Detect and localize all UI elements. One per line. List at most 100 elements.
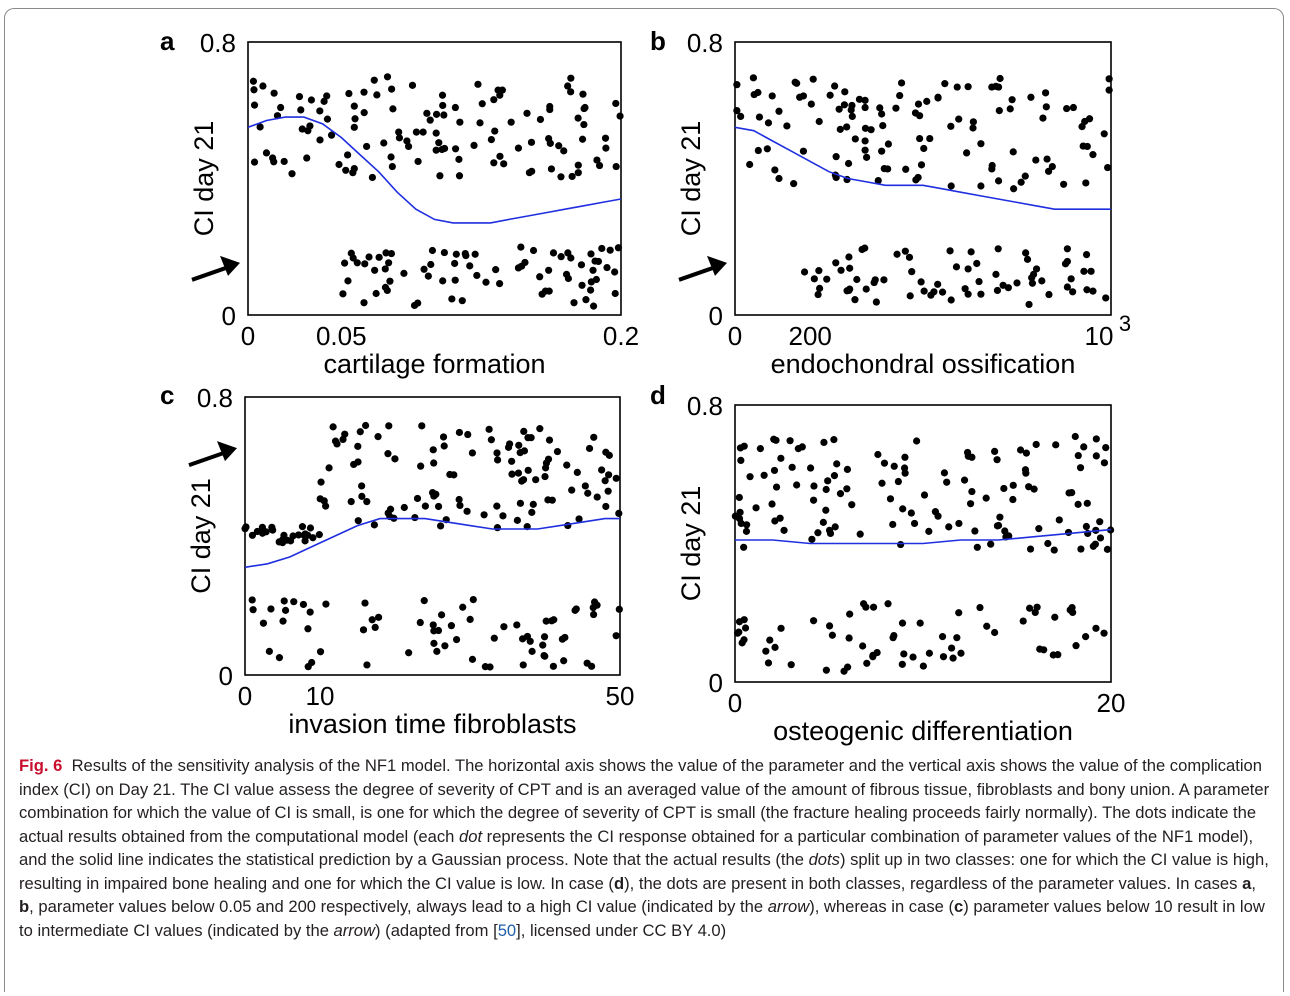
data-point — [614, 244, 622, 252]
data-point — [1030, 485, 1038, 493]
data-point — [1102, 294, 1110, 302]
data-point — [317, 478, 325, 486]
data-point — [1065, 489, 1073, 497]
data-point — [1089, 151, 1097, 159]
data-point — [430, 459, 438, 467]
data-point — [513, 621, 521, 629]
data-point — [466, 615, 474, 624]
data-point — [993, 456, 1001, 464]
data-point — [772, 436, 780, 444]
data-point — [451, 145, 460, 153]
data-point — [1105, 75, 1113, 83]
data-point — [389, 105, 397, 113]
data-point — [275, 654, 284, 662]
data-point — [306, 608, 314, 616]
data-point — [906, 292, 914, 300]
data-point — [896, 91, 904, 100]
data-point — [493, 524, 502, 532]
data-point — [869, 653, 877, 661]
data-point — [387, 153, 395, 161]
data-point — [470, 141, 478, 149]
data-point — [582, 296, 590, 304]
data-point — [455, 495, 463, 504]
data-point — [740, 616, 748, 624]
x-tick-label: 10 — [306, 681, 335, 711]
data-point — [388, 85, 396, 93]
data-point — [316, 648, 325, 656]
data-point — [1044, 539, 1052, 548]
data-point — [590, 433, 598, 441]
data-point — [830, 436, 838, 444]
data-point — [430, 627, 438, 635]
data-point — [814, 290, 822, 299]
data-point — [934, 280, 942, 288]
data-point — [343, 151, 352, 159]
data-point — [439, 101, 447, 110]
data-point — [861, 146, 869, 154]
data-point — [602, 144, 610, 152]
data-point — [518, 635, 527, 643]
data-point — [790, 180, 798, 188]
citation-link[interactable]: 50 — [497, 920, 517, 940]
data-point — [567, 74, 575, 82]
data-point — [1021, 466, 1030, 474]
data-point — [474, 80, 482, 88]
data-point — [360, 88, 368, 96]
data-point — [508, 457, 516, 465]
data-point — [315, 531, 323, 539]
x-tick-label: 0 — [728, 688, 742, 718]
data-point — [563, 461, 571, 469]
data-point — [993, 286, 1002, 295]
data-point — [420, 597, 428, 605]
data-point — [912, 176, 920, 184]
data-point — [538, 290, 546, 298]
data-point — [259, 619, 268, 627]
data-point — [455, 155, 463, 163]
data-point — [307, 96, 316, 104]
data-point — [611, 289, 619, 298]
data-point — [478, 100, 486, 108]
data-point — [351, 115, 359, 123]
data-point — [438, 145, 446, 154]
data-point — [361, 599, 369, 607]
x-tick-label: 50 — [606, 681, 635, 711]
data-point — [253, 527, 261, 536]
data-point — [542, 617, 550, 625]
data-point — [976, 603, 984, 612]
data-point — [555, 142, 563, 150]
data-point — [1049, 651, 1057, 659]
data-point — [615, 605, 623, 613]
data-point — [814, 529, 822, 537]
caption-text: ) parameter values below 10 result in lo… — [19, 897, 1265, 940]
data-point — [469, 595, 477, 604]
data-point — [374, 613, 383, 621]
data-point — [960, 476, 969, 484]
data-point — [568, 486, 576, 494]
data-point — [612, 632, 620, 640]
data-point — [917, 161, 926, 169]
y-tick-label: 0.8 — [687, 391, 723, 421]
data-point — [520, 447, 529, 455]
data-point — [756, 445, 764, 453]
data-point — [991, 628, 999, 637]
figure-frame — [4, 8, 1284, 992]
data-point — [424, 272, 432, 280]
data-point — [405, 649, 413, 657]
data-point — [1092, 624, 1100, 632]
data-point — [382, 249, 390, 257]
data-point — [493, 502, 501, 510]
data-point — [737, 112, 745, 120]
data-point — [874, 450, 882, 459]
data-point — [487, 135, 495, 144]
data-point — [916, 619, 924, 627]
data-point — [1096, 534, 1105, 542]
data-point — [493, 449, 501, 457]
data-point — [1021, 172, 1029, 180]
data-point — [518, 477, 526, 485]
y-axis-label: CI day 21 — [676, 121, 706, 237]
data-point — [966, 500, 975, 508]
data-point — [259, 82, 267, 90]
data-point — [1063, 104, 1071, 113]
gp-prediction-line — [244, 517, 620, 569]
data-point — [923, 97, 931, 105]
